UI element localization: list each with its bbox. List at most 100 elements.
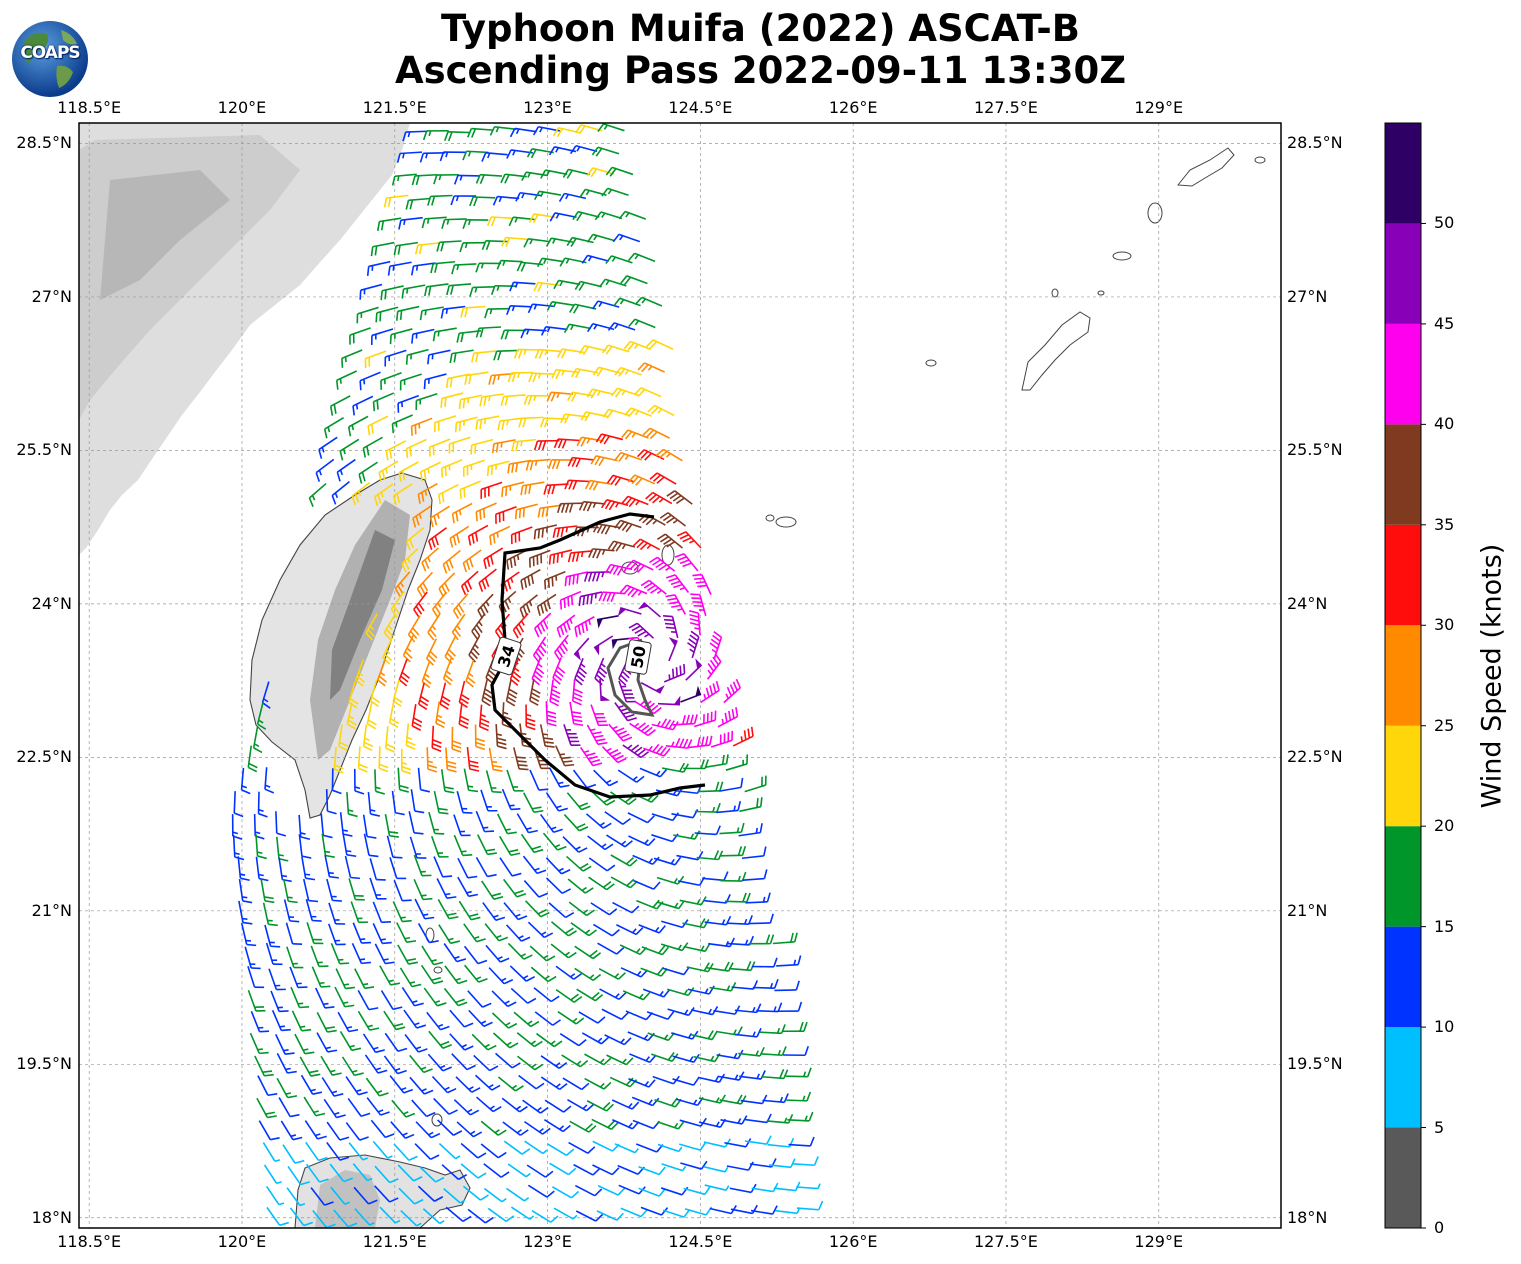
wind-barb [264,924,281,948]
colorbar-segment [1385,926,1421,1028]
barb-feather [348,813,358,818]
wind-barb [505,679,518,707]
barb-feather [466,1064,476,1071]
barb-feather [630,744,640,752]
barb-half-feather [376,1090,383,1094]
barb-feather [383,632,392,641]
barb-feather [512,671,522,679]
barb-half-feather [263,698,269,703]
wind-barb [716,800,742,814]
barb-feather [599,278,606,288]
barb-feather [586,233,594,243]
wind-barb [453,834,473,857]
barb-feather [769,913,774,924]
wind-barb [513,1011,540,1028]
barb-feather [289,920,300,923]
wind-barb [369,877,387,900]
wind-barb [449,1033,474,1051]
wind-barb [433,856,453,878]
barb-feather [536,625,543,635]
barb-half-feather [673,878,678,884]
barb-feather [594,994,604,1002]
barb-feather [281,1028,291,1032]
wind-barb [247,965,265,989]
wind-barb [451,1053,476,1071]
barb-feather [586,783,597,789]
wind-barb [255,856,269,882]
barb-feather [436,718,446,725]
barb-feather [611,928,620,937]
barb-feather [539,644,547,654]
wind-barb [562,836,588,853]
barb-feather [453,352,457,363]
barb-feather [475,174,481,184]
barb-feather [550,995,560,1003]
barb-feather [578,1039,587,1047]
barb-feather [511,463,515,473]
barb-feather [599,666,608,675]
wind-barb [536,1032,563,1048]
barb-feather [548,146,556,156]
barb-half-feather [342,448,346,455]
barb-feather [378,767,389,773]
colorbar-tick-label: 25 [1434,715,1455,735]
barb-half-feather [601,549,606,556]
barb-half-feather [689,1056,694,1062]
barb-shaft [597,942,618,955]
wind-barb [649,556,676,572]
wind-barb [351,942,371,965]
barb-feather [257,855,267,860]
wind-barb [571,367,599,379]
barb-feather [595,433,603,443]
barb-feather [532,373,538,383]
wind-barb [563,724,581,746]
barb-feather [444,582,450,592]
barb-feather [493,896,504,901]
wind-barb [732,726,754,747]
wind-barb [376,217,402,232]
barb-half-feather [467,219,471,226]
barb-feather [416,1024,427,1029]
barb-half-feather [725,693,730,699]
wind-barb [485,944,510,963]
barb-feather [795,980,800,991]
barb-feather [645,491,654,500]
wind-barb [622,744,650,759]
wind-barb [748,913,774,925]
barb-feather [565,911,575,919]
barb-half-feather [689,648,695,653]
barb-feather [645,517,654,526]
wind-barb [559,1033,587,1047]
barb-feather [595,738,606,742]
barb-feather [557,348,563,358]
wind-barb [522,855,547,875]
wind-barb [427,1053,452,1072]
wind-barb [685,658,703,681]
lat-tick-label-left: 28.5°N [16,133,72,153]
wind-barb [659,512,687,527]
barb-half-feather [422,913,429,916]
barb-feather [625,857,635,865]
barb-feather [363,745,373,752]
barb-feather [489,126,496,136]
wind-barb [621,495,649,508]
wind-barb [393,241,418,256]
barb-half-feather [580,551,584,558]
barb-feather [581,623,585,634]
barb-feather [672,812,680,821]
wind-barb [509,281,536,292]
barb-feather [637,388,646,397]
barb-feather [361,471,366,482]
barb-feather [471,353,475,363]
barb-feather [553,280,560,290]
barb-feather [383,197,388,208]
barb-feather [253,747,263,754]
barb-half-feather [234,852,240,856]
barb-feather [759,823,763,833]
barb-feather [619,584,628,593]
wind-barb [637,602,661,618]
wind-barb [618,680,636,703]
barb-half-feather [647,365,653,371]
wind-barb [445,747,457,773]
